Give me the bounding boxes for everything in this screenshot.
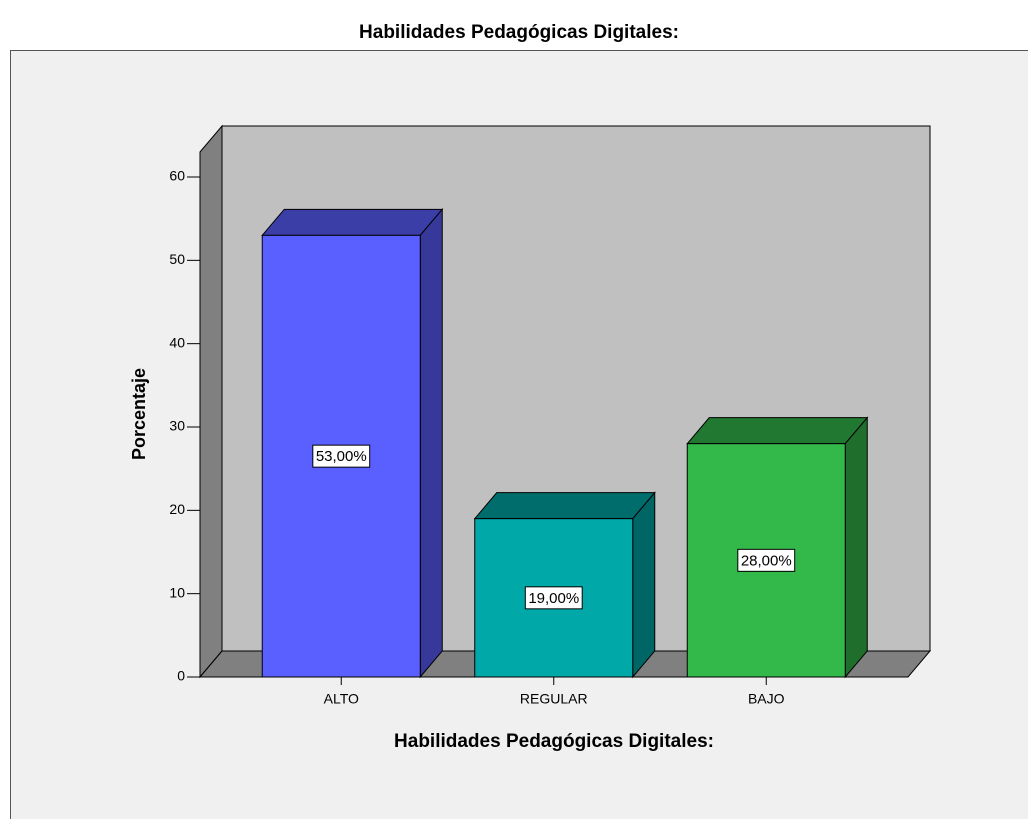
y-tick-label: 0 — [177, 668, 185, 684]
y-axis-title: Porcentaje — [129, 368, 149, 460]
y-tick-label: 20 — [169, 501, 185, 517]
y-tick-label: 40 — [169, 334, 185, 350]
left-wall — [199, 124, 223, 679]
bar-side — [844, 416, 868, 679]
bar-side — [632, 491, 656, 679]
y-tick-label: 30 — [169, 418, 185, 434]
x-tick-label: BAJO — [748, 691, 785, 707]
value-label-box — [312, 444, 371, 468]
value-label-box — [737, 548, 796, 572]
x-axis-title: Habilidades Pedagógicas Digitales: — [394, 731, 714, 752]
y-tick-label: 60 — [169, 168, 185, 184]
bar-top — [261, 208, 444, 236]
y-tick-label: 10 — [169, 584, 185, 600]
value-label: 28,00% — [741, 552, 792, 569]
y-tick-label: 50 — [169, 251, 185, 267]
bar-side — [419, 207, 443, 679]
x-tick-label: ALTO — [324, 691, 359, 707]
bar-top — [473, 492, 656, 520]
x-tick-label: REGULAR — [520, 691, 588, 707]
chart-title: Habilidades Pedagógicas Digitales: — [359, 22, 679, 43]
value-label: 19,00% — [528, 590, 579, 607]
bar-top — [686, 417, 869, 445]
value-label: 53,00% — [316, 448, 367, 465]
value-label-box — [524, 586, 583, 610]
